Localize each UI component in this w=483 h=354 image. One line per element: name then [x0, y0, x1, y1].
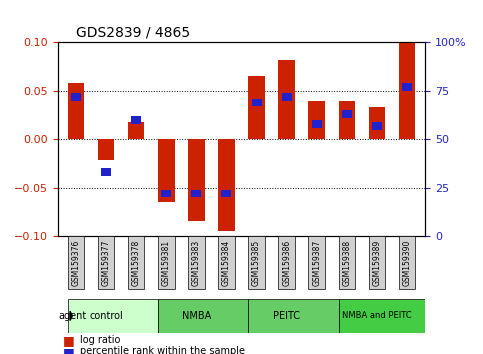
FancyBboxPatch shape	[158, 299, 248, 333]
Text: ■: ■	[63, 335, 74, 348]
Text: GSM159386: GSM159386	[282, 240, 291, 286]
Bar	[312, 120, 322, 128]
Bar	[71, 93, 81, 101]
FancyBboxPatch shape	[369, 236, 385, 289]
Bar	[339, 101, 355, 139]
Bar	[222, 189, 231, 197]
Bar	[342, 110, 352, 118]
Text: GSM159377: GSM159377	[101, 239, 111, 286]
Text: percentile rank within the sample: percentile rank within the sample	[80, 346, 245, 354]
FancyBboxPatch shape	[309, 236, 325, 289]
FancyBboxPatch shape	[398, 236, 415, 289]
Text: GSM159378: GSM159378	[132, 240, 141, 286]
Text: NMBA: NMBA	[182, 311, 211, 321]
FancyBboxPatch shape	[98, 236, 114, 289]
FancyBboxPatch shape	[68, 299, 158, 333]
Bar	[372, 122, 382, 130]
FancyBboxPatch shape	[68, 236, 85, 289]
Bar	[191, 189, 201, 197]
Text: GSM159383: GSM159383	[192, 240, 201, 286]
FancyBboxPatch shape	[248, 299, 339, 333]
Bar	[402, 83, 412, 91]
Bar	[309, 101, 325, 139]
Bar	[68, 83, 85, 139]
Bar	[218, 139, 235, 231]
Bar	[131, 116, 141, 124]
FancyBboxPatch shape	[339, 299, 429, 333]
Bar	[98, 139, 114, 160]
Text: GDS2839 / 4865: GDS2839 / 4865	[76, 26, 190, 40]
FancyBboxPatch shape	[339, 236, 355, 289]
Text: GSM159381: GSM159381	[162, 240, 171, 286]
Bar	[248, 76, 265, 139]
Text: PEITC: PEITC	[273, 311, 300, 321]
Bar	[161, 189, 171, 197]
Text: GSM159385: GSM159385	[252, 240, 261, 286]
FancyBboxPatch shape	[128, 236, 144, 289]
Text: GSM159384: GSM159384	[222, 240, 231, 286]
Bar	[278, 60, 295, 139]
Text: GSM159389: GSM159389	[372, 240, 382, 286]
Bar	[158, 139, 174, 202]
Bar	[101, 168, 111, 176]
FancyBboxPatch shape	[248, 236, 265, 289]
FancyBboxPatch shape	[188, 236, 205, 289]
Bar	[252, 99, 261, 106]
FancyBboxPatch shape	[218, 236, 235, 289]
Text: ■: ■	[63, 346, 74, 354]
Bar	[282, 93, 292, 101]
Bar	[369, 107, 385, 139]
Polygon shape	[70, 311, 72, 320]
Text: GSM159387: GSM159387	[312, 240, 321, 286]
FancyBboxPatch shape	[278, 236, 295, 289]
Bar	[398, 42, 415, 139]
Text: GSM159390: GSM159390	[402, 239, 412, 286]
Text: log ratio: log ratio	[80, 335, 120, 344]
Text: agent: agent	[58, 311, 87, 321]
FancyBboxPatch shape	[158, 236, 174, 289]
Text: control: control	[89, 311, 123, 321]
Text: GSM159388: GSM159388	[342, 240, 351, 286]
Bar	[188, 139, 205, 222]
Bar	[128, 122, 144, 139]
Text: NMBA and PEITC: NMBA and PEITC	[342, 311, 412, 320]
Text: GSM159376: GSM159376	[71, 239, 81, 286]
